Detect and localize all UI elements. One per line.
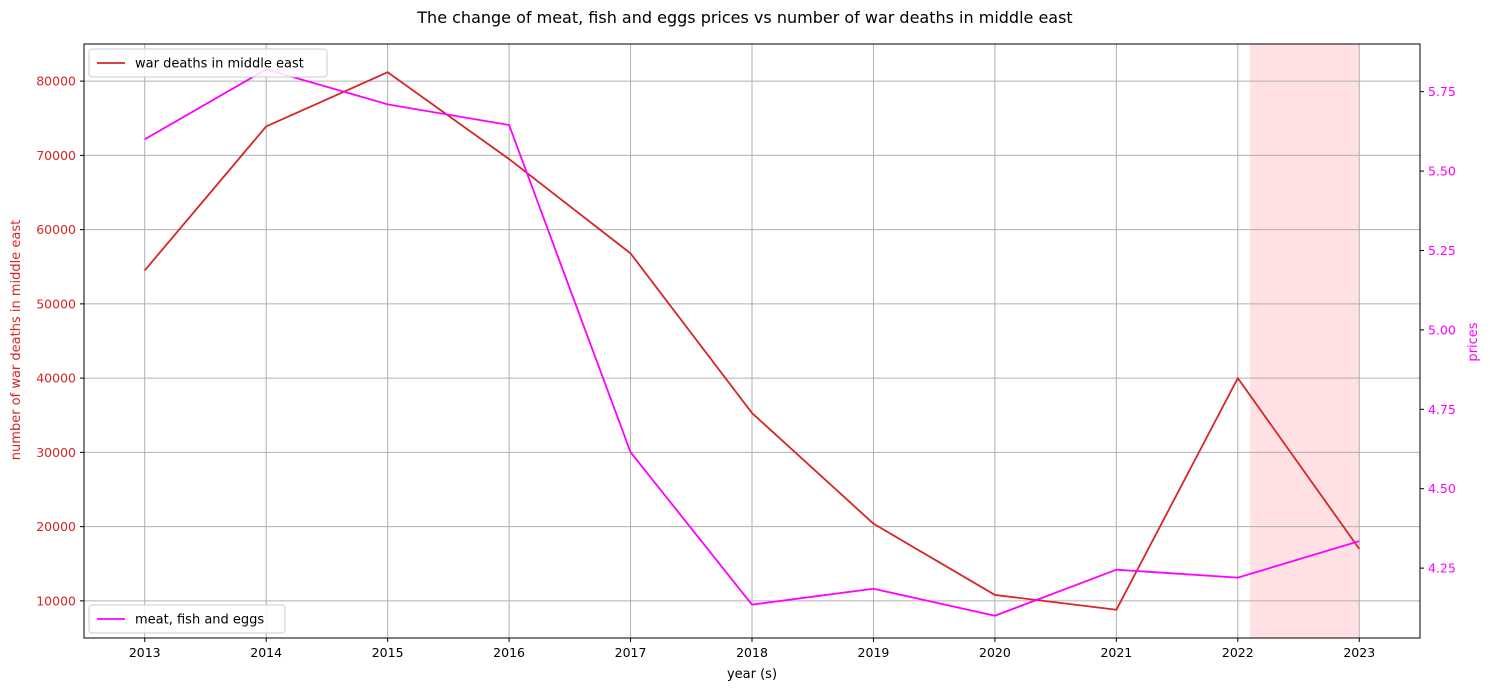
y-right-tick-label: 5.00 <box>1428 322 1456 337</box>
legend-box <box>88 604 286 634</box>
series-line-meat-fish-eggs <box>144 68 1360 617</box>
x-tick-label: 2013 <box>129 645 161 660</box>
x-tick-label: 2015 <box>372 645 404 660</box>
legend-label: war deaths in middle east <box>135 57 304 72</box>
highlight-span <box>1249 44 1360 638</box>
highlight-region <box>1249 44 1360 638</box>
x-axis: 2013 2014 2015 2016 2017 2018 2019 2020 2021 2022… <box>129 638 1375 660</box>
x-tick-label: 2016 <box>493 645 525 660</box>
y-axis-left-label: number of war deaths in middle east <box>9 220 24 460</box>
series-lines <box>144 68 1361 617</box>
y-left-tick-label: 50000 <box>36 296 76 311</box>
x-tick-label: 2022 <box>1222 645 1254 660</box>
grid-lines <box>84 44 1420 638</box>
legend-label: meat, fish and eggs <box>135 613 264 628</box>
y-axis-left: 10000 20000 30000 40000 50000 60000 70000 80000 <box>36 74 84 608</box>
chart-title: The change of meat, fish and eggs prices… <box>416 8 1072 27</box>
y-left-tick-label: 10000 <box>36 593 76 608</box>
x-tick-label: 2020 <box>979 645 1011 660</box>
x-axis-label: year (s) <box>727 667 777 682</box>
y-left-tick-label: 40000 <box>36 371 76 386</box>
y-right-tick-label: 4.25 <box>1428 561 1456 576</box>
y-right-tick-label: 4.75 <box>1428 402 1456 417</box>
x-tick-label: 2014 <box>250 645 282 660</box>
x-tick-label: 2017 <box>615 645 647 660</box>
y-left-tick-label: 20000 <box>36 519 76 534</box>
y-left-tick-label: 60000 <box>36 222 76 237</box>
x-tick-label: 2019 <box>858 645 890 660</box>
y-right-tick-label: 5.75 <box>1428 84 1456 99</box>
y-right-tick-label: 5.50 <box>1428 164 1456 179</box>
legends: war deaths in middle east meat, fish and … <box>88 48 328 634</box>
y-axis-right-label: prices <box>1466 322 1481 361</box>
y-left-tick-label: 30000 <box>36 445 76 460</box>
y-left-tick-label: 80000 <box>36 74 76 89</box>
y-right-tick-label: 5.25 <box>1428 243 1456 258</box>
y-left-tick-label: 70000 <box>36 148 76 163</box>
series-line-war-deaths <box>144 71 1361 611</box>
y-right-tick-label: 4.50 <box>1428 481 1456 496</box>
y-axis-right: 4.25 4.50 4.75 5.00 5.25 5.50 5.75 <box>1420 84 1456 576</box>
legend-box <box>88 48 328 78</box>
legend-war-deaths: war deaths in middle east <box>88 48 328 78</box>
x-tick-label: 2023 <box>1343 645 1375 660</box>
legend-meat-fish-eggs: meat, fish and eggs <box>88 604 286 634</box>
x-tick-label: 2021 <box>1100 645 1132 660</box>
x-tick-label: 2018 <box>736 645 768 660</box>
